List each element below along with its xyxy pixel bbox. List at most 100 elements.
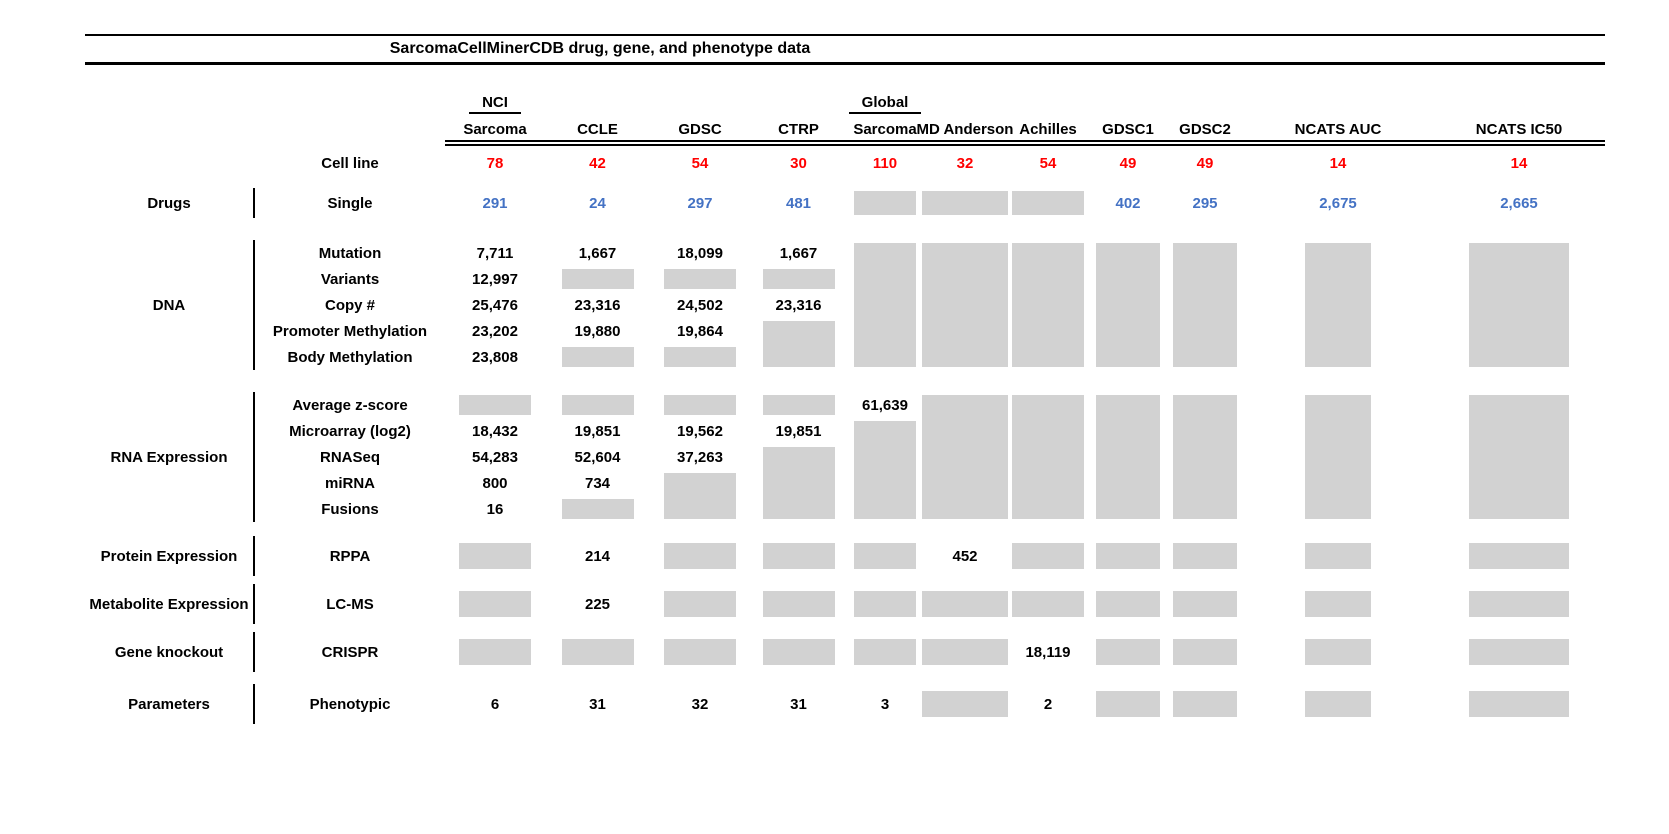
data-value: 16: [486, 500, 504, 518]
column-header: CTRP: [778, 121, 819, 138]
no-data-box: [762, 447, 835, 519]
banner-bottom-rule: [85, 62, 1605, 65]
no-data-box: [854, 543, 916, 569]
data-value: 225: [584, 595, 611, 613]
data-value: 734: [584, 474, 611, 492]
category-label: DNA: [85, 240, 255, 370]
data-value: 19,880: [574, 322, 621, 340]
data-value: 297: [687, 194, 713, 212]
row-label: Copy #: [324, 296, 375, 314]
cell-line-count: 14: [1510, 154, 1528, 172]
row-label: Body Methylation: [287, 348, 413, 366]
figure-title: SarcomaCellMinerCDB drug, gene, and phen…: [389, 40, 811, 57]
no-data-box: [1173, 691, 1237, 717]
row-label: Variants: [320, 270, 380, 288]
no-data-box: [1096, 639, 1160, 665]
data-value: 7,711: [476, 244, 514, 262]
category-label: Protein Expression: [85, 536, 255, 576]
data-value: 12,997: [472, 270, 518, 288]
no-data-box: [922, 243, 1008, 367]
data-value: 19,851: [574, 422, 621, 440]
cell-line-count: 49: [1119, 154, 1137, 172]
cell-line-count: 54: [691, 154, 709, 172]
no-data-box: [854, 639, 916, 665]
no-data-box: [1096, 243, 1160, 367]
row-label: Microarray (log2): [289, 422, 411, 440]
column-header: GDSC: [678, 121, 722, 138]
data-value: 23,202: [472, 322, 518, 340]
category-label: RNA Expression: [85, 392, 255, 522]
no-data-box: [1173, 395, 1237, 519]
data-value: 61,639: [862, 396, 908, 414]
data-value: 54,283: [472, 448, 518, 466]
no-data-box: [1096, 691, 1160, 717]
no-data-box: [561, 639, 634, 665]
data-value: 19,864: [677, 322, 723, 340]
no-data-box: [1173, 543, 1237, 569]
data-value: 1,667: [578, 244, 617, 262]
banner-title-row: SarcomaCellMinerCDB drug, gene, and phen…: [85, 36, 1605, 62]
data-value: 214: [584, 547, 611, 565]
data-value: 31: [589, 695, 606, 713]
row-label: RNASeq: [319, 448, 380, 466]
row-label: Mutation: [318, 244, 382, 262]
no-data-box: [664, 347, 736, 367]
data-value: 19,851: [775, 422, 822, 440]
no-data-box: [561, 499, 634, 519]
data-value: 481: [785, 194, 812, 212]
data-value: 800: [482, 474, 508, 492]
column-header: MD Anderson: [916, 121, 1014, 138]
column-header-top: NCI: [445, 90, 545, 116]
data-value: 18,119: [1025, 643, 1071, 661]
no-data-box: [854, 591, 916, 617]
no-data-box: [1305, 639, 1371, 665]
no-data-box: [1305, 543, 1371, 569]
no-data-box: [922, 591, 1008, 617]
no-data-box: [1469, 639, 1569, 665]
no-data-box: [459, 639, 531, 665]
no-data-box: [854, 421, 916, 519]
no-data-box: [561, 269, 634, 289]
no-data-box: [922, 691, 1008, 717]
data-value: 23,316: [574, 296, 621, 314]
no-data-box: [1305, 395, 1371, 519]
column-header: Achilles: [1019, 121, 1077, 138]
column-header: Sarcoma: [463, 121, 527, 138]
no-data-box: [1469, 543, 1569, 569]
no-data-box: [1012, 191, 1084, 215]
no-data-box: [762, 543, 835, 569]
cell-line-count: 30: [790, 154, 807, 172]
data-value: 1,667: [779, 244, 818, 262]
data-value: 18,099: [677, 244, 723, 262]
figure: SarcomaCellMinerCDB drug, gene, and phen…: [0, 34, 1669, 834]
row-label: RPPA: [329, 547, 371, 565]
no-data-box: [459, 591, 531, 617]
row-label: Phenotypic: [309, 695, 391, 713]
data-value: 32: [691, 695, 709, 713]
row-label: Single: [327, 194, 373, 212]
data-value: 6: [490, 695, 500, 713]
no-data-box: [1173, 639, 1237, 665]
cell-line-count: 49: [1196, 154, 1214, 172]
data-value: 25,476: [472, 296, 518, 314]
column-header: CCLE: [577, 121, 618, 138]
column-header: GDSC1: [1102, 121, 1154, 138]
data-value: 295: [1192, 194, 1218, 212]
data-value: 402: [1115, 194, 1141, 212]
no-data-box: [854, 243, 916, 367]
no-data-box: [1096, 591, 1160, 617]
row-label: Fusions: [321, 500, 379, 518]
row-label: Promoter Methylation: [272, 322, 428, 340]
title-banner: SarcomaCellMinerCDB drug, gene, and phen…: [85, 34, 1605, 65]
no-data-box: [922, 395, 1008, 519]
no-data-box: [762, 395, 835, 415]
category-label: Drugs: [85, 188, 255, 218]
no-data-box: [664, 473, 736, 519]
row-label: Average z-score: [292, 396, 408, 414]
data-value: 19,562: [677, 422, 723, 440]
no-data-box: [1469, 243, 1569, 367]
no-data-box: [1469, 691, 1569, 717]
no-data-box: [1469, 395, 1569, 519]
data-value: 452: [952, 547, 978, 565]
no-data-box: [1012, 243, 1084, 367]
